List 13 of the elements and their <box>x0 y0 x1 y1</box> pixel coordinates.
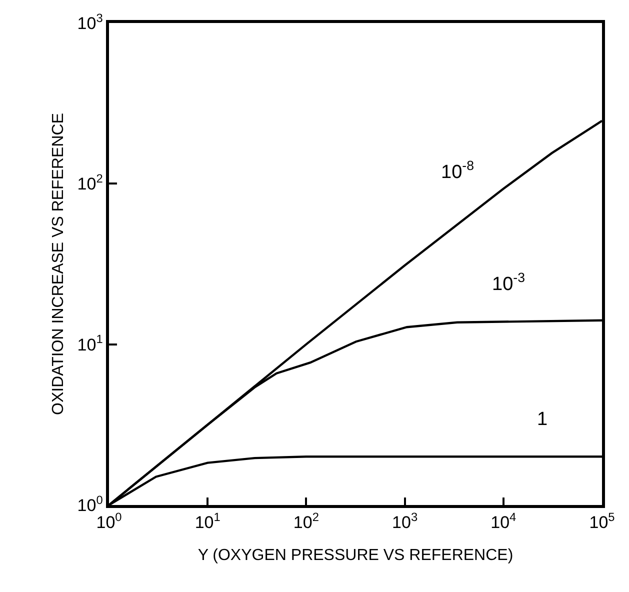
y-tick-label: 10$^{3}$ <box>77 10 104 33</box>
x-tick-label: 10$^{4}$ <box>490 510 517 532</box>
y-tick-label: 10$^{1}$ <box>77 332 104 354</box>
y-axis-title: OXIDATION INCREASE VS REFERENCE <box>50 113 68 415</box>
x-tick-label: 10$^{1}$ <box>194 510 221 532</box>
x-tick-label: 10$^{2}$ <box>293 510 320 532</box>
x-tick-label: 10$^{5}$ <box>589 510 616 532</box>
series-label: 10$^{-3}$ <box>492 270 525 295</box>
series-label: 10$^{-8}$ <box>441 158 474 183</box>
y-tick-label: 10$^{2}$ <box>77 171 104 194</box>
series-label: 1 <box>537 409 548 430</box>
x-tick-label: 10$^{3}$ <box>392 510 418 532</box>
x-axis-title: Y (OXYGEN PRESSURE VS REFERENCE) <box>198 546 514 564</box>
